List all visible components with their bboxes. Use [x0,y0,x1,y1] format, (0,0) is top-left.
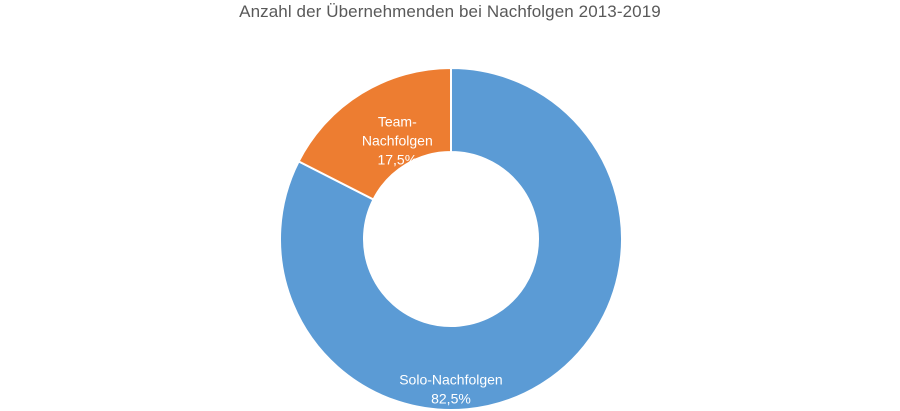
chart-title: Anzahl der Übernehmenden bei Nachfolgen … [239,2,661,21]
data-label-line: Solo-Nachfolgen [399,372,503,388]
slice-team-nachfolgen [297,66,452,201]
data-label-line: Team- [378,114,417,130]
data-label-team-nachfolgen: Team- Nachfolgen 17,5% [362,114,433,168]
data-label-line: 17,5% [377,152,417,168]
data-label-line: 82,5% [431,391,471,407]
data-label-solo-nachfolgen: Solo-Nachfolgen 82,5% [399,372,503,407]
slice-solo-nachfolgen [279,66,623,411]
data-label-line: Nachfolgen [362,133,433,149]
